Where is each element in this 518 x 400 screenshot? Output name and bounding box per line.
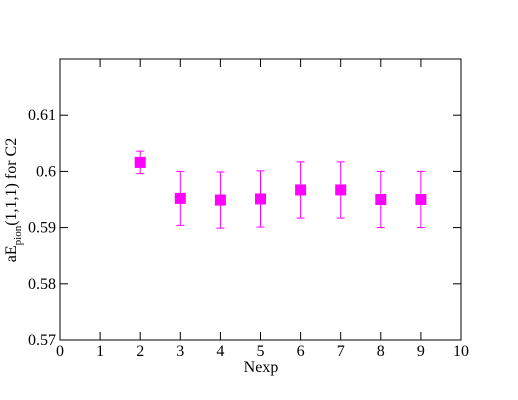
y-label-main: aE — [3, 245, 20, 262]
y-tick-label: 0.59 — [28, 220, 56, 237]
marker — [255, 193, 266, 205]
x-tick-label: 9 — [417, 343, 425, 360]
x-tick-label: 3 — [176, 343, 184, 360]
x-tick-label: 4 — [216, 343, 224, 360]
marker — [174, 192, 186, 204]
y-axis-label: aEpion(1,1,1) for C2 — [3, 138, 24, 262]
x-tick-label: 8 — [377, 343, 385, 360]
x-axis-label: Nexp — [244, 359, 279, 376]
marker — [375, 194, 387, 205]
x-tick-label: 2 — [136, 343, 144, 360]
marker — [295, 184, 307, 196]
marker — [134, 156, 146, 168]
marker — [335, 184, 347, 196]
y-label-rest: (1,1,1) for C2 — [3, 138, 20, 226]
x-tick-label: 0 — [56, 343, 64, 360]
marker — [214, 194, 226, 206]
x-tick-label: 7 — [337, 343, 345, 360]
x-tick-label: 10 — [453, 343, 469, 360]
y-label-sub: pion — [12, 225, 24, 245]
y-tick-label: 0.61 — [28, 107, 56, 124]
y-tick-label: 0.58 — [28, 276, 56, 293]
x-tick-label: 6 — [297, 343, 305, 360]
y-tick-label: 0.6 — [36, 163, 56, 180]
x-tick-label: 1 — [96, 343, 104, 360]
marker — [415, 194, 427, 205]
y-tick-label: 0.57 — [28, 332, 56, 349]
x-tick-label: 5 — [257, 343, 265, 360]
